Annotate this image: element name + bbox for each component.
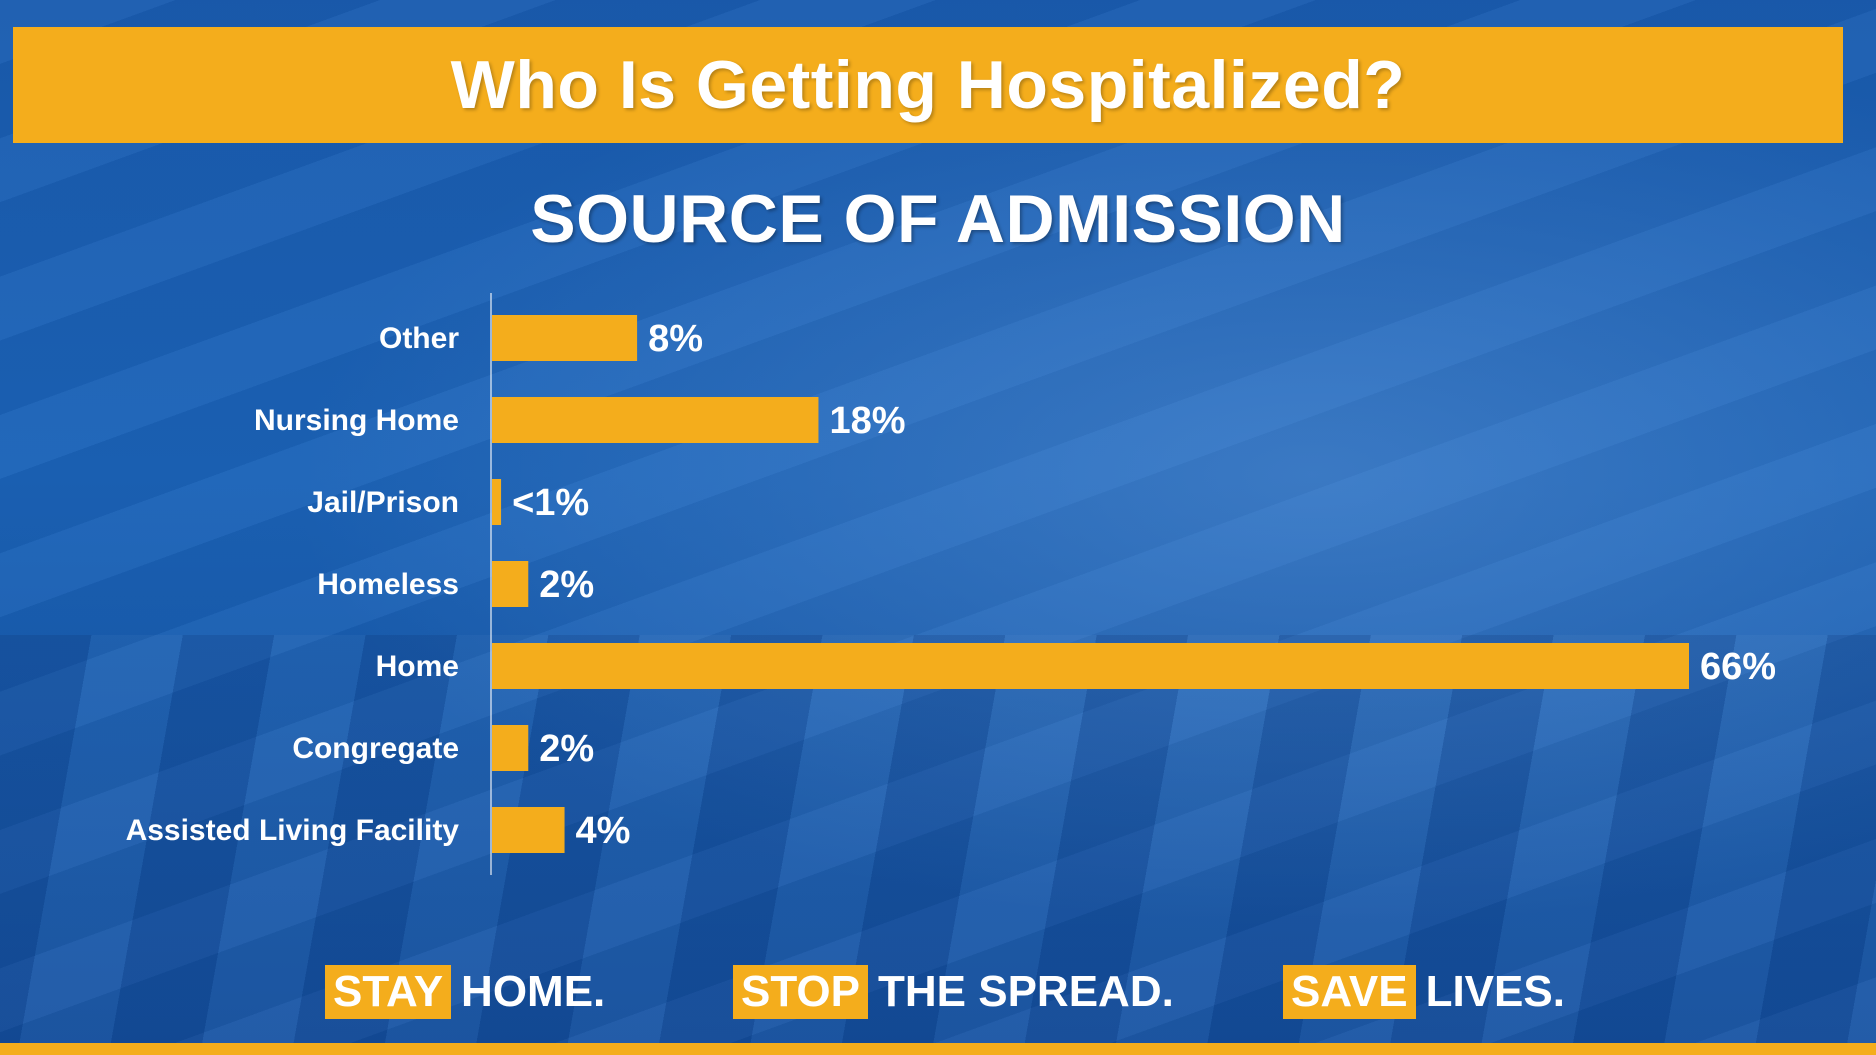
- bar: [492, 643, 1689, 689]
- data-label: 2%: [539, 564, 594, 606]
- bar: [492, 561, 529, 607]
- category-label: Congregate: [292, 732, 459, 765]
- slogan-stop-spread: STOP THE SPREAD.: [733, 962, 1174, 1022]
- slogan-text: LIVES.: [1425, 967, 1565, 1016]
- data-label: <1%: [512, 482, 589, 524]
- data-label: 8%: [648, 318, 703, 360]
- data-label: 4%: [576, 810, 631, 852]
- slogan-text: THE SPREAD.: [878, 967, 1174, 1016]
- data-label: 66%: [1700, 646, 1776, 688]
- slogan-highlight: STAY: [325, 965, 452, 1019]
- page-title: Who Is Getting Hospitalized?: [450, 47, 1406, 123]
- background-floor: [0, 635, 1876, 1055]
- bar: [492, 725, 529, 771]
- slogan-highlight: STOP: [733, 965, 869, 1019]
- slogan-highlight: SAVE: [1283, 965, 1416, 1019]
- slogan-stay-home: STAY HOME.: [325, 962, 605, 1022]
- bar: [492, 397, 819, 443]
- category-label: Other: [379, 322, 459, 355]
- chart-title: SOURCE OF ADMISSION: [530, 181, 1346, 257]
- bar: [492, 479, 502, 525]
- category-label: Home: [376, 650, 459, 683]
- title-banner: Who Is Getting Hospitalized?: [13, 27, 1843, 143]
- category-label: Nursing Home: [254, 404, 459, 437]
- category-label: Homeless: [317, 568, 459, 601]
- slogan-save-lives: SAVE LIVES.: [1283, 962, 1565, 1022]
- category-label: Assisted Living Facility: [126, 814, 460, 847]
- bottom-stripe: [0, 1043, 1876, 1055]
- category-label: Jail/Prison: [307, 486, 459, 519]
- bar: [492, 807, 565, 853]
- slogan-text: HOME.: [461, 967, 606, 1016]
- data-label: 2%: [539, 728, 594, 770]
- bar: [492, 315, 638, 361]
- data-label: 18%: [829, 400, 905, 442]
